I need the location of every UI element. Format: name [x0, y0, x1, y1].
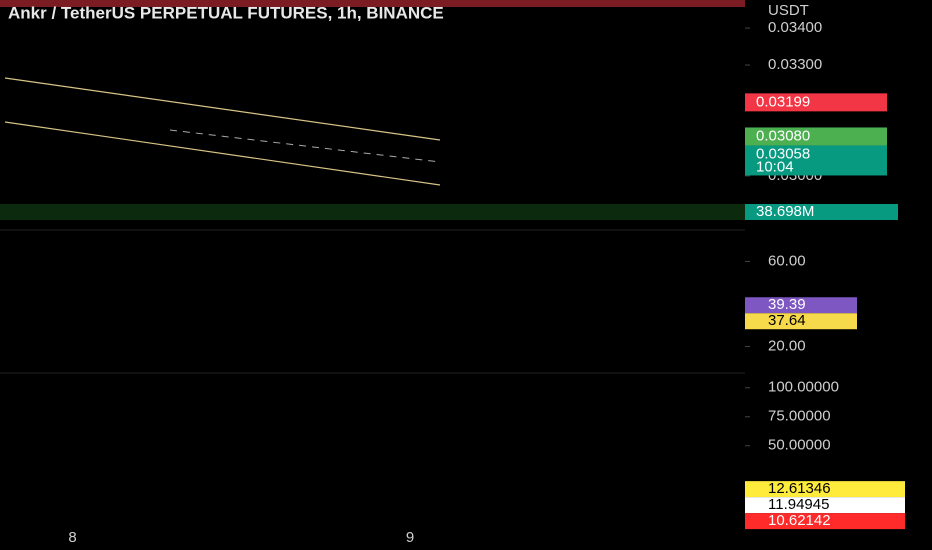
price-line-label: 0.03199	[756, 93, 810, 110]
chart-title: Ankr / TetherUS PERPETUAL FUTURES, 1h, B…	[8, 3, 444, 22]
axis-unit: USDT	[768, 2, 809, 19]
y-tick-label: 75.00000	[768, 408, 831, 425]
value-box	[745, 497, 905, 514]
plot-area	[0, 0, 745, 374]
value-box	[745, 313, 857, 330]
y-tick-label: 100.00000	[768, 379, 839, 396]
volume-zone	[0, 204, 745, 220]
channel-upper	[4, 77, 441, 141]
value-label: 12.61346	[768, 480, 831, 497]
value-label: 37.64	[768, 312, 806, 329]
value-label: 39.39	[768, 296, 806, 313]
value-box	[745, 297, 857, 314]
last-price-box	[745, 145, 887, 176]
value-label: 11.94945	[768, 496, 829, 513]
y-tick-label: 50.00000	[768, 437, 831, 454]
price-line-box	[745, 127, 887, 146]
last-price-label: 0.03058	[756, 145, 810, 162]
volume-box	[745, 203, 898, 220]
channel-lower	[4, 121, 441, 186]
y-tick-label: 0.03400	[768, 19, 822, 36]
y-tick-label: 20.00	[768, 337, 806, 354]
value-box	[745, 481, 905, 498]
price-line-box	[745, 93, 887, 112]
price-line-label: 0.03080	[756, 127, 810, 144]
x-tick-label: 8	[68, 529, 76, 546]
value-label: 10.62142	[768, 512, 831, 529]
countdown-label: 10:04	[756, 158, 794, 175]
x-tick-label: 9	[406, 529, 414, 546]
channel-middle	[169, 129, 441, 163]
volume-label: 38.698M	[756, 203, 814, 220]
y-tick-label: 0.03300	[768, 56, 822, 73]
top-zone	[0, 0, 745, 7]
value-box	[745, 513, 905, 530]
price-axis: 0.034000.033000.0300060.0020.00100.00000…	[745, 19, 905, 530]
y-tick-label: 60.00	[768, 252, 806, 269]
